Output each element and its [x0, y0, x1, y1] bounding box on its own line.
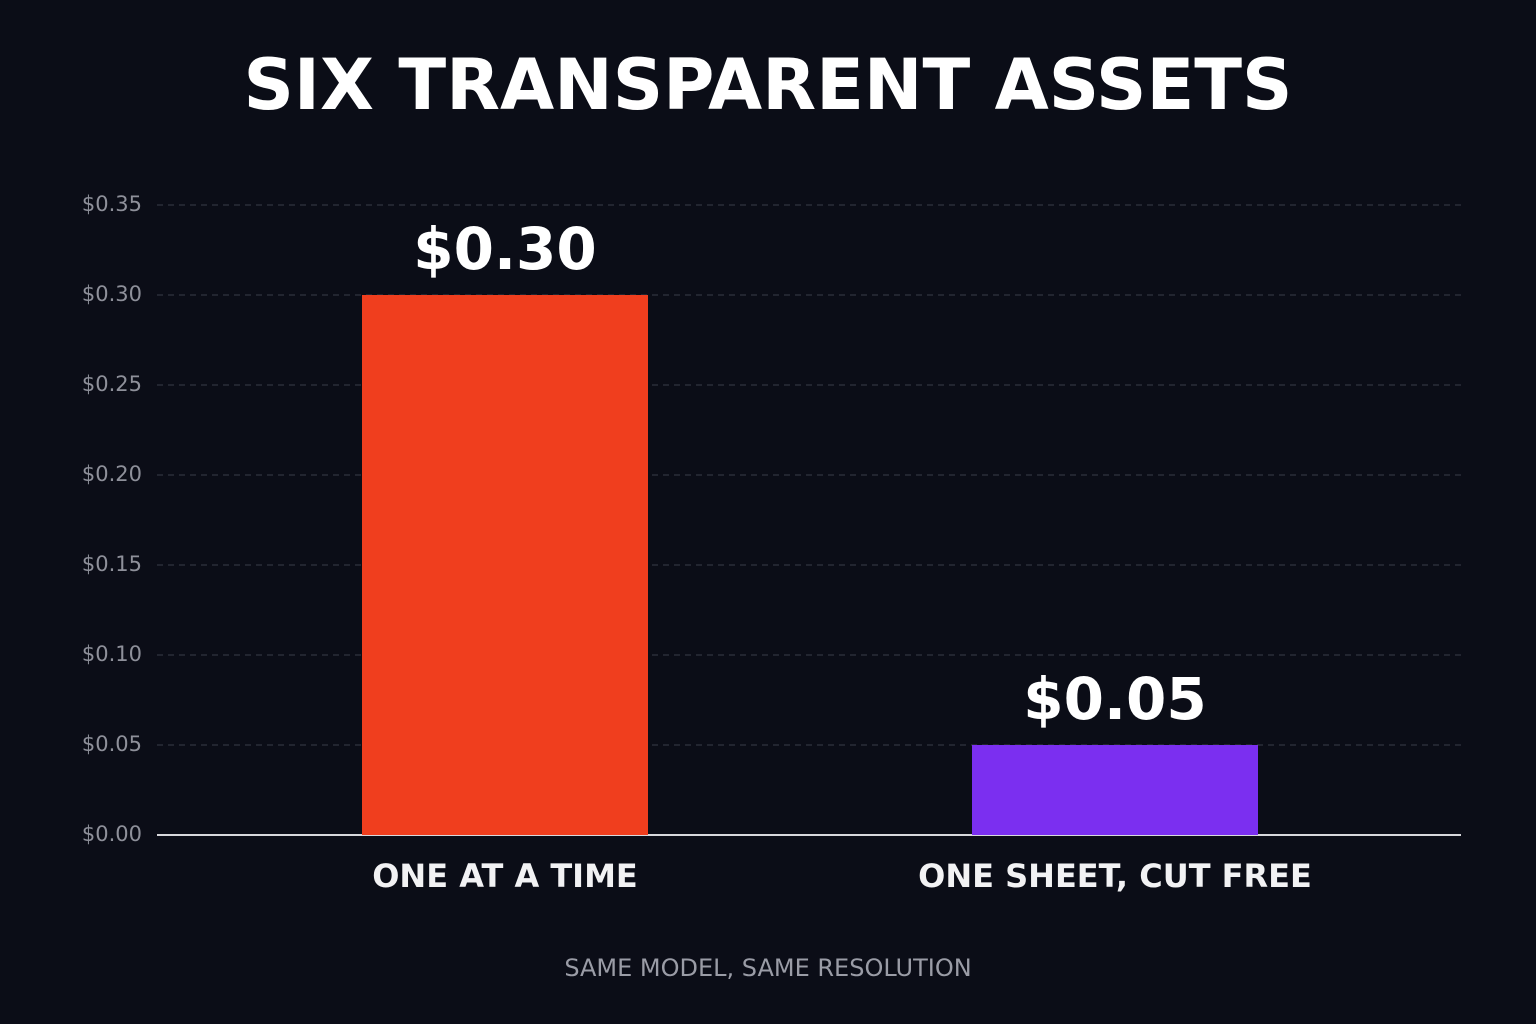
footnote: SAME MODEL, SAME RESOLUTION	[564, 954, 971, 982]
y-tick-label: $0.20	[82, 462, 142, 486]
value-label: $0.05	[1023, 665, 1206, 733]
y-tick-label: $0.15	[82, 552, 142, 576]
chart-title: SIX TRANSPARENT ASSETS	[244, 44, 1293, 126]
x-tick-label: ONE SHEET, CUT FREE	[918, 857, 1312, 895]
y-tick-label: $0.30	[82, 282, 142, 306]
bar	[972, 745, 1258, 835]
y-tick-label: $0.00	[82, 822, 142, 846]
y-tick-label: $0.25	[82, 372, 142, 396]
y-tick-label: $0.10	[82, 642, 142, 666]
value-label: $0.30	[413, 215, 596, 283]
bar	[362, 295, 648, 835]
x-tick-label: ONE AT A TIME	[372, 857, 638, 895]
y-tick-label: $0.35	[82, 192, 142, 216]
y-tick-label: $0.05	[82, 732, 142, 756]
